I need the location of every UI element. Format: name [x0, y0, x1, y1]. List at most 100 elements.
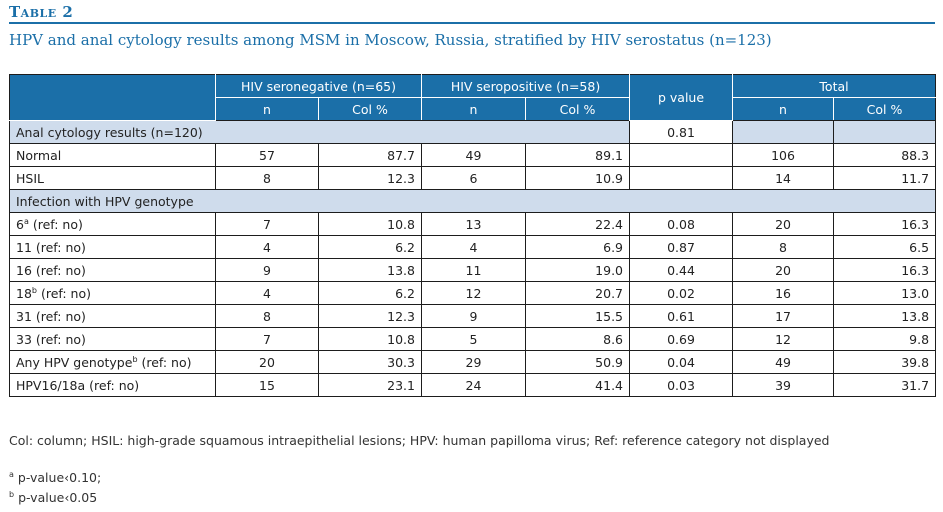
row-label-footnote-mark: b	[31, 285, 37, 295]
header-tot-n: n	[732, 97, 835, 121]
header-pos-n: n	[421, 97, 526, 121]
section-row-cytology: Anal cytology results (n=120) 0.81	[8, 120, 937, 144]
cell-total-col-pct: 13.8	[833, 304, 937, 328]
table-row: HPV16/18a (ref: no) 15 23.1 24 41.4 0.03 39 31.…	[9, 373, 937, 397]
row-label-suffix: (ref: no)	[36, 285, 91, 301]
cell-total-n: 17	[732, 304, 835, 328]
table-row: 6a (ref: no) 7 10.8 13 22.4 0.08 20 16.3	[9, 212, 937, 236]
section-cytology-blank-n	[732, 120, 835, 144]
cell-seroneg-col-pct: 10.8	[318, 212, 422, 236]
abbreviations-note: Col: column; HSIL: high-grade squamous i…	[9, 433, 830, 448]
cell-seroneg-n: 7	[215, 212, 319, 236]
row-label: 18b (ref: no)	[9, 281, 216, 305]
cell-seropos-n: 29	[421, 350, 526, 374]
cell-seropos-n: 13	[421, 212, 526, 236]
cell-total-col-pct: 6.5	[833, 235, 937, 259]
cell-p-value	[629, 166, 734, 190]
cell-seroneg-n: 20	[215, 350, 319, 374]
header-seropositive: HIV seropositive (n=58)	[420, 74, 631, 98]
table-row: 18b (ref: no) 4 6.2 12 20.7 0.02 16 13.0	[9, 281, 937, 305]
cell-total-col-pct: 13.0	[833, 281, 937, 305]
row-label: 11 (ref: no)	[9, 235, 216, 259]
cell-seroneg-n: 57	[215, 143, 319, 167]
cell-seroneg-col-pct: 30.3	[318, 350, 422, 374]
cell-p-value: 0.04	[629, 350, 734, 374]
row-label-text: 16 (ref: no)	[16, 262, 86, 278]
cell-seroneg-col-pct: 23.1	[318, 373, 422, 397]
cell-total-col-pct: 88.3	[833, 143, 937, 167]
cell-seropos-n: 6	[421, 166, 526, 190]
header-neg-n: n	[215, 97, 319, 121]
cell-seropos-n: 5	[421, 327, 526, 351]
section-cytology-blank-pct	[833, 120, 937, 144]
table-label: Table 2	[9, 3, 74, 21]
table-caption: HPV and anal cytology results among MSM …	[9, 31, 772, 49]
row-label-text: HPV16/18a (ref: no)	[16, 377, 140, 393]
cell-p-value: 0.02	[629, 281, 734, 305]
table-row: HSIL 8 12.3 6 10.9 14 11.7	[9, 166, 937, 190]
row-label-text: 18	[16, 285, 32, 301]
section-label-hpv: Infection with HPV genotype	[8, 189, 937, 213]
cell-seropos-n: 24	[421, 373, 526, 397]
cell-seropos-col-pct: 41.4	[524, 373, 631, 397]
cell-seropos-n: 49	[421, 143, 526, 167]
top-rule	[9, 22, 935, 24]
cell-seropos-col-pct: 6.9	[524, 235, 631, 259]
table-row: Any HPV genotypeb (ref: no) 20 30.3 29 50.9 0…	[9, 350, 937, 374]
cell-p-value: 0.03	[629, 373, 734, 397]
cytology-rows: Normal 57 87.7 49 89.1 106 88.3 HSIL 8 12.3 6 10.9 1…	[9, 143, 937, 190]
cell-seropos-col-pct: 89.1	[524, 143, 631, 167]
cell-p-value: 0.87	[629, 235, 734, 259]
cell-p-value: 0.61	[629, 304, 734, 328]
cell-total-n: 106	[732, 143, 835, 167]
cell-seroneg-n: 7	[215, 327, 319, 351]
footnote-b-mark: b	[9, 489, 15, 499]
header-pos-col-pct: Col %	[524, 97, 631, 121]
row-label-text: 11 (ref: no)	[16, 239, 86, 255]
footnote-a: a p-value‹0.10;	[9, 470, 101, 485]
row-label-text: 31 (ref: no)	[16, 308, 86, 324]
cell-total-col-pct: 31.7	[833, 373, 937, 397]
cell-p-value: 0.08	[629, 212, 734, 236]
cell-seropos-col-pct: 20.7	[524, 281, 631, 305]
cell-total-n: 12	[732, 327, 835, 351]
row-label-footnote-mark: a	[23, 216, 29, 226]
row-label-suffix: (ref: no)	[28, 216, 83, 232]
cell-total-n: 16	[732, 281, 835, 305]
header-total: Total	[732, 74, 937, 98]
cell-total-col-pct: 39.8	[833, 350, 937, 374]
header-tot-col-pct: Col %	[833, 97, 937, 121]
header-neg-col-pct: Col %	[318, 97, 422, 121]
section-cytology-p-value: 0.81	[629, 120, 734, 144]
row-label: HPV16/18a (ref: no)	[9, 373, 216, 397]
cell-total-n: 39	[732, 373, 835, 397]
cell-p-value: 0.44	[629, 258, 734, 282]
results-table: HIV seronegative (n=65) HIV seropositive…	[8, 74, 937, 397]
row-label-footnote-mark: b	[132, 354, 138, 364]
cell-p-value	[629, 143, 734, 167]
header-corner	[9, 74, 216, 121]
cell-p-value: 0.69	[629, 327, 734, 351]
cell-seropos-col-pct: 15.5	[524, 304, 631, 328]
cell-total-n: 8	[732, 235, 835, 259]
header-row-groups: HIV seronegative (n=65) HIV seropositive…	[9, 74, 937, 121]
row-label: Any HPV genotypeb (ref: no)	[9, 350, 216, 374]
cell-seroneg-n: 8	[215, 304, 319, 328]
footnote-a-mark: a	[9, 469, 14, 479]
cell-seroneg-n: 4	[215, 281, 319, 305]
cell-seropos-col-pct: 10.9	[524, 166, 631, 190]
cell-seropos-col-pct: 22.4	[524, 212, 631, 236]
footnote-b-text: p-value‹0.05	[18, 490, 98, 505]
row-label: 6a (ref: no)	[9, 212, 216, 236]
row-label-text: HSIL	[16, 170, 44, 186]
header-seronegative: HIV seronegative (n=65)	[215, 74, 422, 98]
cell-total-col-pct: 16.3	[833, 258, 937, 282]
row-label-text: 33 (ref: no)	[16, 331, 86, 347]
row-label: 16 (ref: no)	[9, 258, 216, 282]
cell-seropos-col-pct: 8.6	[524, 327, 631, 351]
section-row-hpv: Infection with HPV genotype	[8, 189, 937, 213]
cell-seroneg-col-pct: 10.8	[318, 327, 422, 351]
cell-seroneg-n: 4	[215, 235, 319, 259]
table-row: 11 (ref: no) 4 6.2 4 6.9 0.87 8 6.5	[9, 235, 937, 259]
cell-seropos-n: 9	[421, 304, 526, 328]
